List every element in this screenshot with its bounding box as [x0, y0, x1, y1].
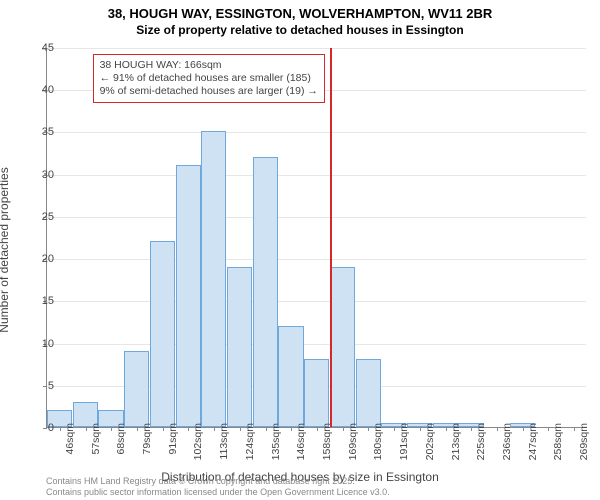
- callout-line: 9% of semi-detached houses are larger (1…: [100, 85, 318, 98]
- histogram-bar: [356, 359, 381, 427]
- gridline: [47, 301, 586, 302]
- chart-title: 38, HOUGH WAY, ESSINGTON, WOLVERHAMPTON,…: [0, 0, 600, 38]
- gridline: [47, 259, 586, 260]
- xtick-mark: [163, 427, 164, 431]
- marker-line: [330, 48, 332, 427]
- attribution-line2: Contains public sector information licen…: [46, 487, 390, 498]
- ytick-label: 5: [14, 380, 54, 392]
- histogram-bar: [124, 351, 149, 427]
- gridline: [47, 217, 586, 218]
- gridline: [47, 344, 586, 345]
- xtick-label: 202sqm: [424, 423, 436, 463]
- xtick-label: 91sqm: [167, 423, 179, 463]
- xtick-mark: [394, 427, 395, 431]
- ytick-label: 30: [14, 169, 54, 181]
- xtick-label: 57sqm: [90, 423, 102, 463]
- xtick-label: 46sqm: [64, 423, 76, 463]
- xtick-mark: [60, 427, 61, 431]
- xtick-mark: [523, 427, 524, 431]
- xtick-mark: [266, 427, 267, 431]
- gridline: [47, 132, 586, 133]
- xtick-mark: [240, 427, 241, 431]
- xtick-mark: [188, 427, 189, 431]
- attribution: Contains HM Land Registry data © Crown c…: [46, 476, 390, 498]
- xtick-mark: [471, 427, 472, 431]
- title-line1: 38, HOUGH WAY, ESSINGTON, WOLVERHAMPTON,…: [0, 6, 600, 23]
- ytick-label: 35: [14, 126, 54, 138]
- ytick-label: 15: [14, 295, 54, 307]
- xtick-label: 146sqm: [295, 423, 307, 463]
- xtick-mark: [343, 427, 344, 431]
- xtick-mark: [214, 427, 215, 431]
- title-line2: Size of property relative to detached ho…: [0, 23, 600, 39]
- xtick-label: 169sqm: [347, 423, 359, 463]
- xtick-label: 102sqm: [192, 423, 204, 463]
- gridline: [47, 48, 586, 49]
- xtick-mark: [574, 427, 575, 431]
- xtick-label: 191sqm: [398, 423, 410, 463]
- marker-callout: 38 HOUGH WAY: 166sqm← 91% of detached ho…: [93, 54, 325, 103]
- xtick-label: 258sqm: [552, 423, 564, 463]
- plot-region: 46sqm57sqm68sqm79sqm91sqm102sqm113sqm124…: [46, 48, 586, 428]
- xtick-mark: [497, 427, 498, 431]
- ytick-label: 40: [14, 84, 54, 96]
- xtick-mark: [446, 427, 447, 431]
- xtick-mark: [291, 427, 292, 431]
- xtick-label: 135sqm: [270, 423, 282, 463]
- callout-line: ← 91% of detached houses are smaller (18…: [100, 72, 318, 85]
- xtick-label: 247sqm: [527, 423, 539, 463]
- xtick-mark: [137, 427, 138, 431]
- xtick-label: 158sqm: [321, 423, 333, 463]
- ytick-label: 25: [14, 211, 54, 223]
- histogram-bar: [176, 165, 201, 427]
- xtick-label: 213sqm: [450, 423, 462, 463]
- xtick-mark: [420, 427, 421, 431]
- histogram-bar: [330, 267, 355, 427]
- ytick-label: 0: [14, 422, 54, 434]
- xtick-label: 236sqm: [501, 423, 513, 463]
- xtick-mark: [548, 427, 549, 431]
- histogram-bar: [201, 131, 226, 427]
- xtick-mark: [86, 427, 87, 431]
- xtick-mark: [368, 427, 369, 431]
- xtick-label: 225sqm: [475, 423, 487, 463]
- xtick-mark: [317, 427, 318, 431]
- xtick-label: 124sqm: [244, 423, 256, 463]
- xtick-label: 113sqm: [218, 423, 230, 463]
- xtick-label: 180sqm: [372, 423, 384, 463]
- ytick-label: 10: [14, 338, 54, 350]
- histogram-bar: [278, 326, 303, 427]
- histogram-bar: [304, 359, 329, 427]
- xtick-label: 79sqm: [141, 423, 153, 463]
- ytick-label: 20: [14, 253, 54, 265]
- histogram-bar: [253, 157, 278, 427]
- ytick-label: 45: [14, 42, 54, 54]
- attribution-line1: Contains HM Land Registry data © Crown c…: [46, 476, 390, 487]
- histogram-bar: [150, 241, 175, 427]
- xtick-mark: [111, 427, 112, 431]
- y-axis-label: Number of detached properties: [0, 167, 11, 332]
- xtick-label: 68sqm: [115, 423, 127, 463]
- callout-line: 38 HOUGH WAY: 166sqm: [100, 59, 318, 72]
- histogram-bar: [227, 267, 252, 427]
- gridline: [47, 175, 586, 176]
- xtick-label: 269sqm: [578, 423, 590, 463]
- chart-area: 46sqm57sqm68sqm79sqm91sqm102sqm113sqm124…: [46, 48, 586, 428]
